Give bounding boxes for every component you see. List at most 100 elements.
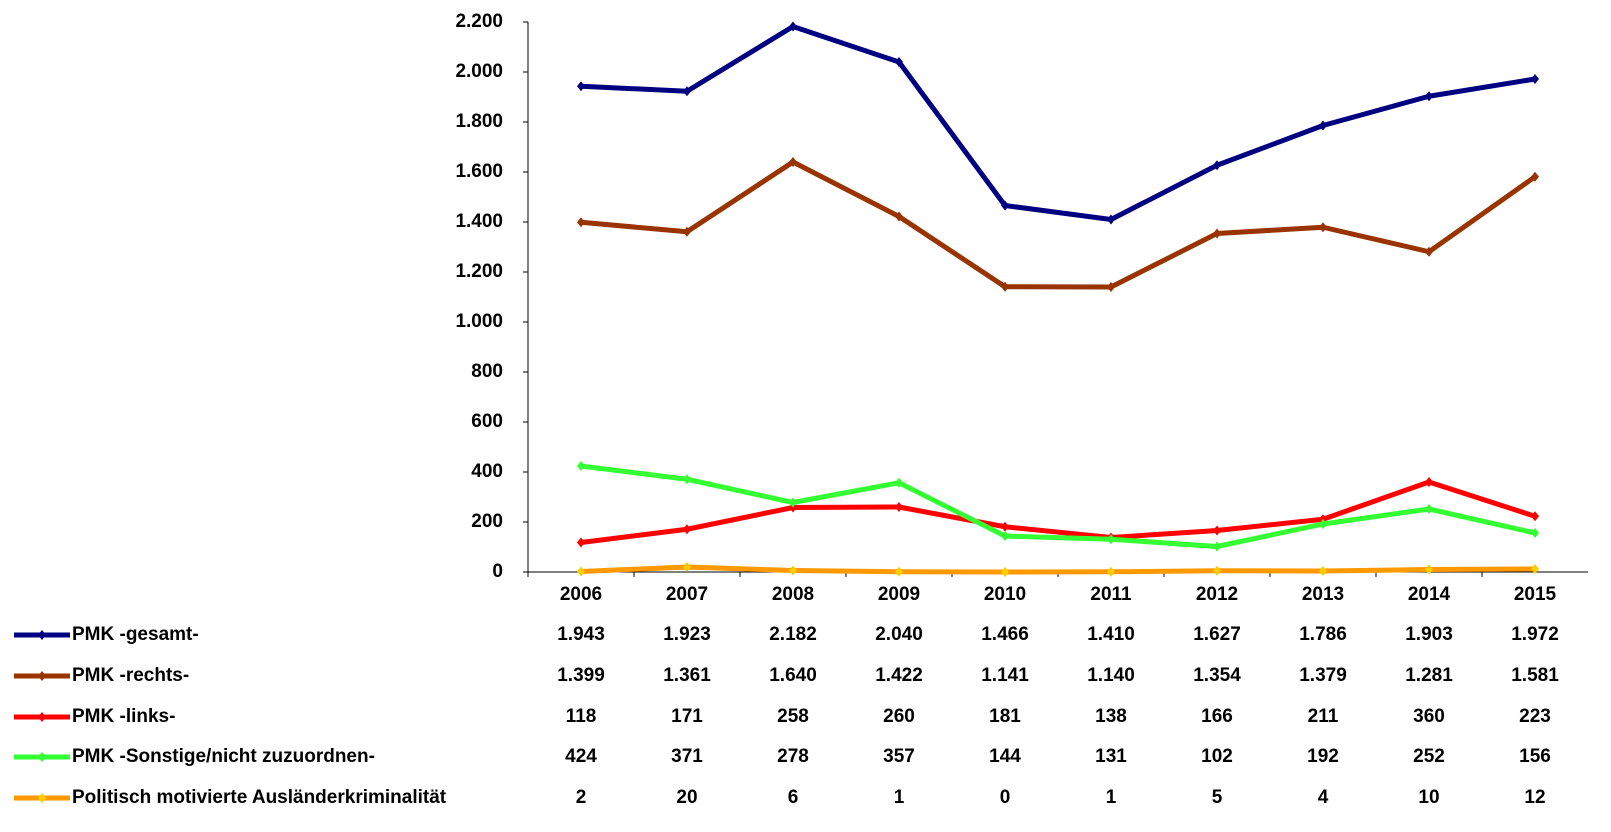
point-marker: [1531, 528, 1539, 538]
x-tick-label: 2006: [560, 584, 602, 605]
legend-label: Politisch motivierte Ausländerkriminalit…: [72, 787, 447, 808]
table-value: 131: [1095, 746, 1127, 767]
legend-label: PMK -rechts-: [72, 665, 189, 686]
table-value: 181: [989, 706, 1021, 727]
point-marker: [1213, 565, 1221, 576]
table-value: 1.627: [1193, 624, 1241, 645]
table-value: 1.923: [663, 624, 711, 645]
table-value: 1.399: [557, 665, 605, 686]
point-marker: [1001, 200, 1009, 211]
point-marker: [1107, 534, 1115, 545]
table-value: 10: [1418, 787, 1439, 808]
point-marker: [1213, 228, 1221, 239]
point-marker: [1319, 222, 1327, 233]
table-value: 1: [894, 787, 905, 808]
table-value: 171: [671, 706, 703, 727]
point-marker: [577, 81, 585, 92]
x-tick-label: 2014: [1408, 584, 1451, 605]
x-tick-label: 2009: [878, 584, 920, 605]
legend-marker: [38, 752, 46, 762]
table-value: 223: [1519, 706, 1551, 727]
point-marker: [1213, 541, 1221, 552]
point-marker: [895, 502, 903, 512]
point-marker: [577, 566, 585, 577]
point-marker: [1213, 160, 1221, 171]
table-value: 144: [989, 746, 1021, 767]
table-value: 5: [1212, 787, 1223, 808]
point-marker: [789, 565, 797, 576]
table-value: 360: [1413, 706, 1445, 727]
series-line: [580, 564, 1536, 575]
point-marker: [789, 157, 797, 167]
point-marker: [577, 461, 585, 471]
table-value: 166: [1201, 706, 1233, 727]
legend-label: PMK -Sonstige/nicht zuzuordnen-: [72, 746, 375, 767]
point-marker: [1531, 564, 1539, 574]
point-marker: [895, 211, 903, 222]
table-value: 1.466: [981, 624, 1029, 645]
table-value: 211: [1308, 706, 1339, 727]
legend-label: PMK -gesamt-: [72, 624, 199, 645]
table-value: 371: [671, 746, 703, 767]
point-marker: [1001, 567, 1009, 577]
point-marker: [895, 477, 903, 488]
x-tick-label: 2010: [984, 584, 1026, 605]
table-value: 138: [1095, 706, 1127, 727]
table-value: 252: [1413, 746, 1445, 767]
table-value: 1.903: [1405, 624, 1453, 645]
table-value: 1.410: [1087, 624, 1135, 645]
point-marker: [1001, 521, 1009, 532]
legend-marker: [38, 630, 46, 640]
point-marker: [789, 497, 797, 508]
table-value: 118: [566, 706, 597, 727]
table-value: 2.182: [769, 624, 817, 645]
point-marker: [1107, 282, 1115, 292]
y-tick-label: 400: [471, 461, 503, 482]
table-value: 357: [883, 746, 915, 767]
point-marker: [1425, 504, 1433, 514]
y-tick-label: 1.200: [455, 261, 503, 282]
table-value: 20: [676, 787, 697, 808]
series-line: [580, 24, 1536, 222]
legend-marker: [38, 793, 46, 803]
point-marker: [1319, 120, 1327, 131]
y-tick-label: 800: [471, 361, 503, 382]
table-value: 1.422: [875, 665, 923, 686]
table-value: 102: [1201, 746, 1233, 767]
table-value: 424: [565, 746, 597, 767]
y-tick-label: 2.200: [455, 11, 503, 32]
table-value: 258: [777, 706, 809, 727]
point-marker: [1107, 566, 1115, 577]
point-marker: [895, 57, 903, 67]
table-value: 1.786: [1299, 624, 1347, 645]
table-value: 12: [1524, 787, 1545, 808]
point-marker: [1531, 511, 1539, 522]
table-value: 1.361: [663, 665, 711, 686]
point-marker: [1001, 531, 1009, 541]
point-marker: [577, 217, 585, 228]
table-value: 1.354: [1193, 665, 1241, 686]
legend-marker: [38, 712, 46, 722]
y-tick-label: 200: [471, 511, 503, 532]
table-value: 2: [576, 787, 587, 808]
x-tick-label: 2011: [1090, 584, 1132, 605]
table-value: 1.281: [1405, 665, 1453, 686]
y-tick-label: 0: [492, 561, 503, 582]
table-value: 192: [1307, 746, 1339, 767]
series-line: [580, 159, 1537, 290]
point-marker: [895, 566, 903, 577]
x-tick-label: 2007: [666, 584, 708, 605]
point-marker: [1425, 564, 1433, 575]
point-marker: [789, 21, 797, 32]
point-marker: [683, 226, 691, 237]
point-marker: [1425, 477, 1433, 487]
y-tick-label: 1.600: [455, 161, 503, 182]
point-marker: [577, 537, 585, 548]
point-marker: [1531, 74, 1539, 84]
point-marker: [683, 86, 691, 97]
x-tick-label: 2012: [1196, 584, 1238, 605]
table-value: 1.972: [1511, 624, 1559, 645]
legend-marker: [38, 671, 46, 681]
series-line: [580, 463, 1536, 549]
table-value: 278: [777, 746, 809, 767]
